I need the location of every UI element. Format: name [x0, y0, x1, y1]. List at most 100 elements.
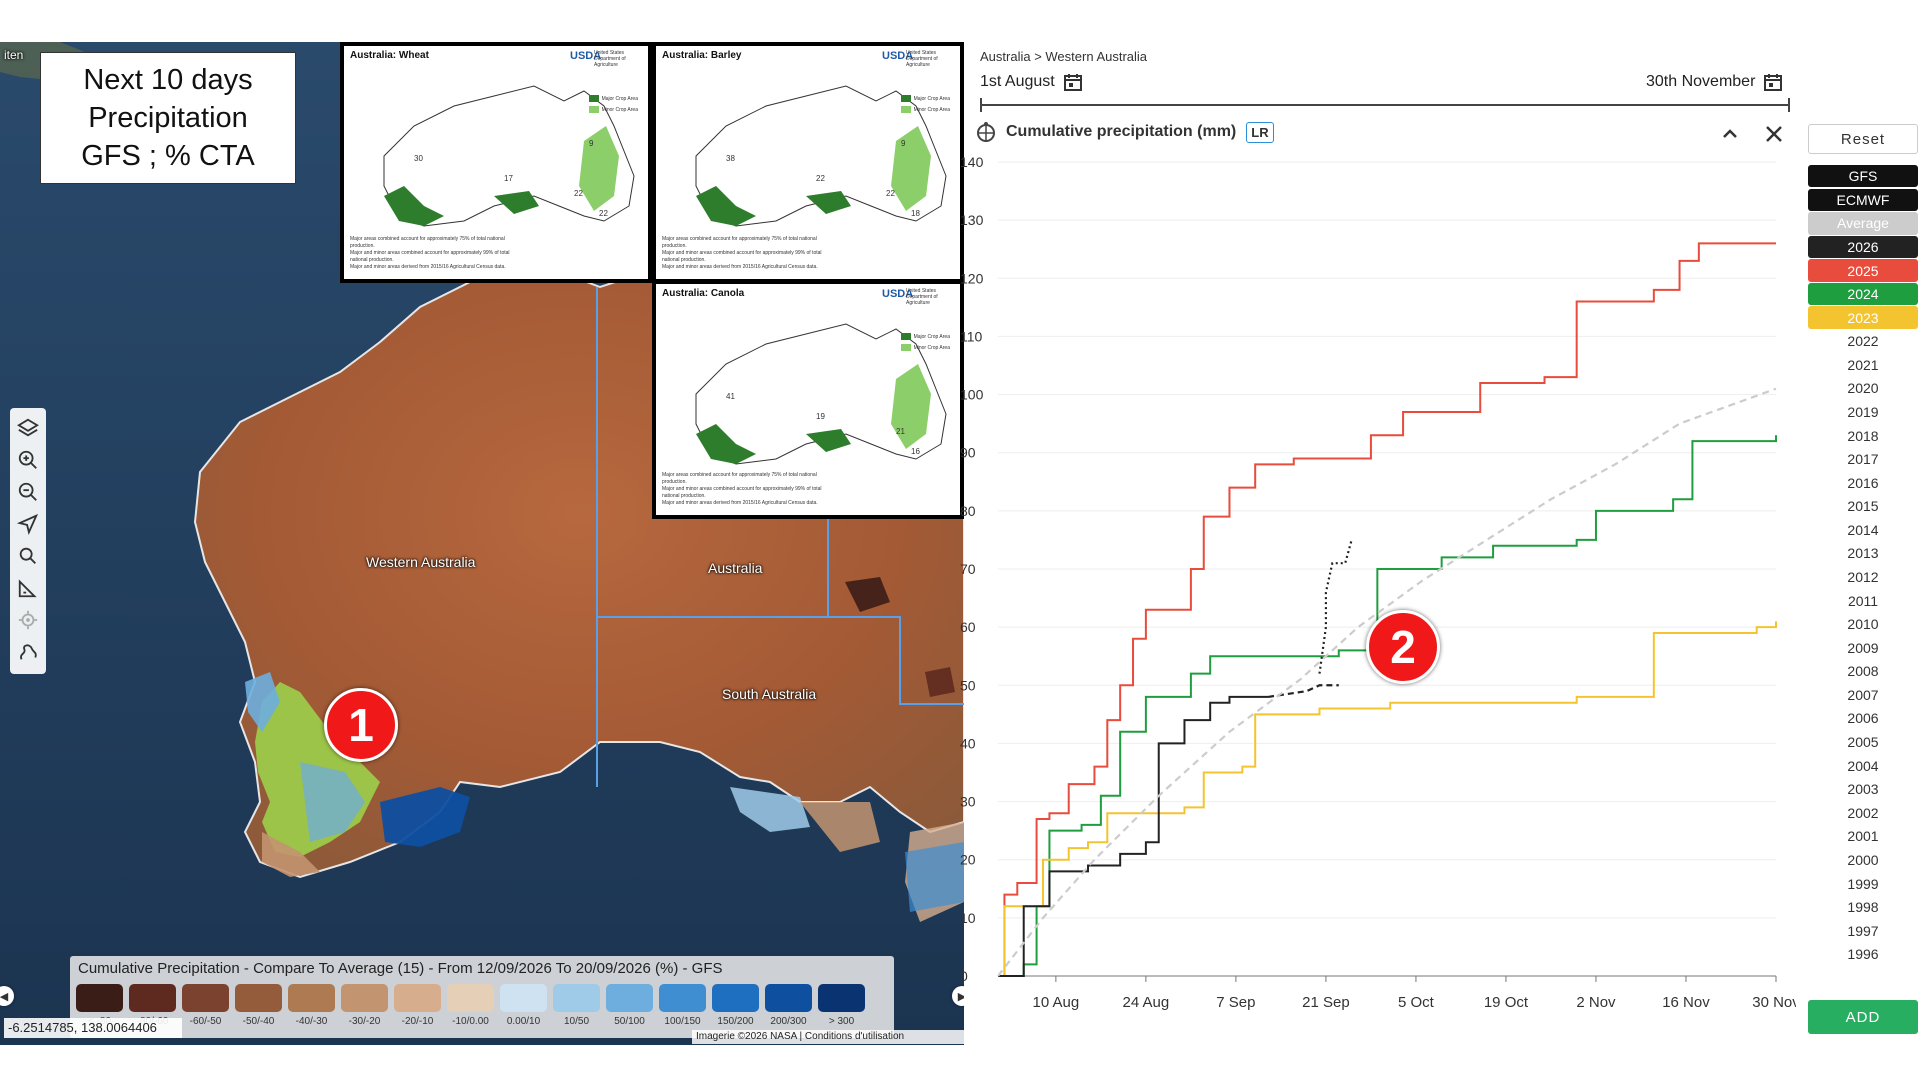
- card-title: Australia: Canola: [662, 288, 745, 299]
- scroll-left-icon[interactable]: ◀: [0, 986, 14, 1006]
- y-tick-label: 0: [960, 968, 968, 984]
- usda-logo: USDA United States Department of Agricult…: [882, 288, 938, 306]
- series-toggle[interactable]: 2001: [1847, 828, 1879, 845]
- series-toggle[interactable]: 2003: [1847, 781, 1879, 798]
- marker-2: 2: [1366, 610, 1440, 684]
- crop-map: 38 22 9 22 18: [695, 85, 947, 227]
- legend-label: 0.00/10: [506, 1016, 541, 1027]
- date-from-picker[interactable]: 1st August: [980, 72, 1083, 92]
- series-toggle[interactable]: 2013: [1847, 545, 1879, 562]
- series-toggle[interactable]: GFS: [1808, 165, 1918, 188]
- x-tick-label: 19 Oct: [1484, 994, 1529, 1011]
- calendar-icon[interactable]: [1763, 72, 1783, 92]
- chevron-up-icon[interactable]: [1718, 122, 1742, 146]
- close-icon[interactable]: [1762, 122, 1786, 146]
- series-toggle[interactable]: 2000: [1847, 851, 1879, 868]
- series-toggle[interactable]: 1996: [1847, 946, 1879, 963]
- date-to-picker[interactable]: 30th November: [1646, 72, 1783, 92]
- series-toggle[interactable]: 2009: [1847, 639, 1879, 656]
- target-icon[interactable]: [13, 604, 43, 636]
- series-toggle[interactable]: 2007: [1847, 686, 1879, 703]
- add-button[interactable]: ADD: [1808, 1000, 1918, 1034]
- card-title: Australia: Barley: [662, 50, 742, 61]
- state-border: [597, 616, 964, 705]
- series-toggle[interactable]: 2023: [1808, 306, 1918, 329]
- y-tick-label: 70: [960, 561, 976, 577]
- lr-badge[interactable]: LR: [1246, 121, 1274, 143]
- series-toggle[interactable]: 2026: [1808, 235, 1918, 259]
- draw-icon[interactable]: [13, 636, 43, 668]
- series-toggle[interactable]: 2016: [1847, 474, 1879, 491]
- svg-text:41: 41: [726, 392, 735, 401]
- date-range-slider[interactable]: [980, 104, 1790, 106]
- series-toggle[interactable]: 2012: [1847, 569, 1879, 586]
- usda-logo: USDA United States Department of Agricult…: [570, 50, 626, 68]
- series-toggle[interactable]: 2004: [1847, 757, 1879, 774]
- y-tick-label: 50: [960, 677, 976, 693]
- precip-zone: [925, 667, 955, 697]
- legend-label: 150/200: [717, 1016, 754, 1027]
- series-toggle[interactable]: 2010: [1847, 616, 1879, 633]
- x-tick-label: 24 Aug: [1123, 994, 1170, 1011]
- zoom-out-icon[interactable]: [13, 476, 43, 508]
- search-icon[interactable]: [13, 540, 43, 572]
- legend-item: > 300: [816, 984, 867, 1027]
- x-tick-label: 16 Nov: [1662, 994, 1710, 1011]
- series-toggle[interactable]: 2014: [1847, 521, 1879, 538]
- series-toggle[interactable]: 2024: [1808, 282, 1918, 306]
- series-toggle[interactable]: 2019: [1847, 403, 1879, 420]
- reset-button[interactable]: Reset: [1808, 124, 1918, 154]
- scroll-right-icon[interactable]: ▶: [952, 986, 964, 1006]
- legend-swatch: [76, 984, 123, 1012]
- precip-zone: [262, 832, 320, 877]
- zoom-in-icon[interactable]: [13, 444, 43, 476]
- legend-item: -30/-20: [339, 984, 390, 1027]
- precip-zone: [300, 762, 365, 842]
- map-panel[interactable]: Next 10 days Precipitation GFS ; % CTA A…: [0, 42, 964, 1045]
- series-toggle[interactable]: 2025: [1808, 259, 1918, 282]
- usda-canola-card: Australia: Canola USDA United States Depa…: [652, 280, 964, 519]
- label-western-australia: Western Australia: [366, 554, 476, 570]
- series-toggle[interactable]: 2020: [1847, 380, 1879, 397]
- drag-handle-icon[interactable]: [976, 121, 996, 143]
- series-toggle[interactable]: 2008: [1847, 663, 1879, 680]
- svg-text:19: 19: [816, 412, 825, 421]
- calendar-icon[interactable]: [1063, 72, 1083, 92]
- chart-header: Cumulative precipitation (mm) LR: [976, 121, 1274, 143]
- precipitation-chart[interactable]: 0 10 20 30 40 50 60 70 80 90 100 110 120 130 140 10 Aug…: [960, 150, 1796, 1040]
- range-handle-start[interactable]: [980, 98, 982, 112]
- navigate-icon[interactable]: [13, 508, 43, 540]
- series-panel: Reset GFS ECMWF Average 2026 2025 2024 2023 202…: [1808, 120, 1920, 1040]
- layers-icon[interactable]: [13, 412, 43, 444]
- series-toggle[interactable]: 2018: [1847, 427, 1879, 444]
- svg-text:22: 22: [816, 174, 825, 183]
- legend-label: -30/-20: [348, 1016, 381, 1027]
- series-line-2023: [998, 621, 1777, 977]
- label-south-australia: South Australia: [722, 686, 817, 702]
- range-handle-end[interactable]: [1788, 98, 1790, 112]
- series-toggle[interactable]: 2011: [1847, 592, 1879, 609]
- series-toggle[interactable]: 2005: [1847, 734, 1879, 751]
- x-tick-label: 2 Nov: [1576, 994, 1616, 1011]
- series-toggle[interactable]: 2002: [1847, 804, 1879, 821]
- series-toggle[interactable]: 2022: [1847, 333, 1879, 350]
- series-toggle[interactable]: 1998: [1847, 899, 1879, 916]
- legend-swatch: [500, 984, 547, 1012]
- series-toggle[interactable]: 2017: [1847, 451, 1879, 468]
- series-toggle[interactable]: 1999: [1847, 875, 1879, 892]
- series-toggle[interactable]: ECMWF: [1808, 188, 1918, 211]
- x-tick-label: 10 Aug: [1033, 994, 1080, 1011]
- series-toggle[interactable]: 2015: [1847, 498, 1879, 515]
- precip-zone: [905, 842, 964, 912]
- map-attribution[interactable]: Imagerie ©2026 NASA | Conditions d'utili…: [692, 1030, 964, 1044]
- legend-swatch: [288, 984, 335, 1012]
- card-title: Australia: Wheat: [350, 50, 429, 61]
- measure-icon[interactable]: [13, 572, 43, 604]
- svg-text:22: 22: [886, 189, 895, 198]
- breadcrumb[interactable]: Australia > Western Australia: [980, 49, 1148, 64]
- series-toggle[interactable]: 2006: [1847, 710, 1879, 727]
- series-toggle[interactable]: 2021: [1847, 356, 1879, 373]
- series-toggle[interactable]: Average: [1808, 212, 1918, 235]
- x-tick-label: 30 Nov: [1752, 994, 1796, 1011]
- series-toggle[interactable]: 1997: [1847, 922, 1879, 939]
